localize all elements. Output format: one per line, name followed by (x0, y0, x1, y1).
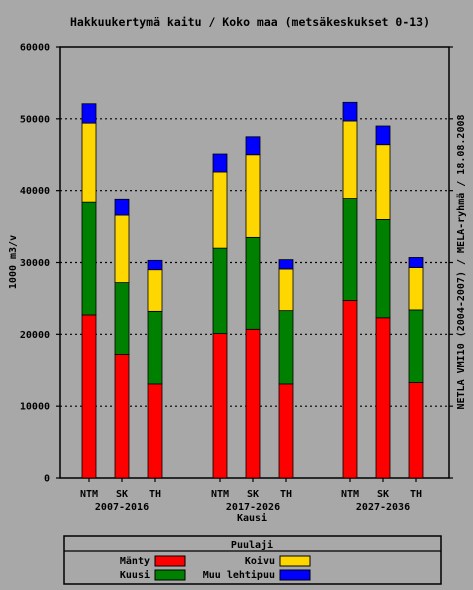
bar-segment (212, 333, 228, 479)
bar-segment (245, 328, 261, 479)
bar-segment (375, 218, 391, 319)
bar-segment (147, 269, 163, 312)
bar-segment (114, 198, 130, 216)
bar-segment (408, 267, 424, 311)
legend-label: Muu lehtipuu (203, 569, 275, 581)
y-tick-label: 40000 (20, 186, 50, 197)
bar-segment (342, 198, 358, 301)
bar-segment (114, 214, 130, 284)
bar-segment (245, 154, 261, 238)
y-tick-label: 20000 (20, 330, 50, 341)
bar-segment (212, 153, 228, 173)
bar-segment (81, 103, 97, 124)
bar-segment (278, 310, 294, 385)
x-group-label: 2027-2036 (356, 502, 410, 513)
bar-segment (212, 247, 228, 335)
y-tick-label: 30000 (20, 258, 50, 269)
bar-segment (114, 282, 130, 355)
x-category-label: TH (410, 489, 422, 500)
legend-label: Koivu (245, 555, 275, 567)
bar-segment (342, 120, 358, 199)
legend-swatch (279, 555, 311, 567)
bar-segment (408, 382, 424, 479)
legend: Puulaji Mänty Kuusi Koivu Muu lehtipuu (63, 535, 442, 585)
legend-items: Mänty Kuusi Koivu Muu lehtipuu (120, 555, 311, 581)
bar-segment (342, 101, 358, 122)
legend-label: Kuusi (120, 569, 150, 581)
x-category-label: NTM (211, 489, 229, 500)
x-group-label: 2017-2026 (226, 502, 280, 513)
y-tick-label: 0 (44, 474, 50, 485)
bar-segment (114, 354, 130, 479)
chart-title: Hakkuukertymä kaitu / Koko maa (metsäkes… (70, 15, 430, 29)
y-tick-label: 50000 (20, 114, 50, 125)
x-category-label: NTM (80, 489, 98, 500)
legend-title: Puulaji (231, 539, 273, 551)
y-axis-ticks: 0 10000 20000 30000 40000 50000 60000 (20, 43, 453, 485)
bar-segment (375, 317, 391, 479)
legend-swatch (279, 569, 311, 581)
bar-segment (147, 383, 163, 479)
bar-segment (81, 314, 97, 479)
bar-segment (408, 257, 424, 268)
x-category-label: SK (377, 489, 389, 500)
bar-segment (245, 236, 261, 330)
y-tick-label: 60000 (20, 43, 50, 54)
bar-segment (408, 309, 424, 383)
legend-box (63, 535, 442, 585)
bar-segment (81, 122, 97, 203)
y-axis-label: 1000 m3/v (8, 235, 19, 289)
x-category-label: SK (116, 489, 128, 500)
legend-swatch (154, 569, 186, 581)
x-category-label: TH (280, 489, 292, 500)
legend-label: Mänty (120, 556, 150, 567)
bar-segment (147, 259, 163, 271)
bar-segment (147, 310, 163, 385)
x-category-label: TH (149, 489, 161, 500)
bar-segment (278, 268, 294, 312)
bar-segment (375, 125, 391, 146)
right-side-label: NETLA VMI10 (2004-2007) / MELA-ryhmä / 1… (456, 114, 467, 409)
bar-segment (245, 136, 261, 156)
x-axis-label: Kausi (237, 512, 267, 524)
x-category-label: NTM (341, 489, 359, 500)
bar-segment (278, 259, 294, 270)
x-category-label: SK (247, 489, 259, 500)
bar-segment (342, 300, 358, 479)
bar-segment (212, 171, 228, 249)
x-group-label: 2007-2016 (95, 502, 149, 513)
legend-swatch (154, 555, 186, 567)
y-tick-label: 10000 (20, 402, 50, 413)
bar-segment (81, 201, 97, 316)
bars (81, 101, 424, 479)
bar-segment (278, 383, 294, 479)
bar-segment (375, 144, 391, 220)
